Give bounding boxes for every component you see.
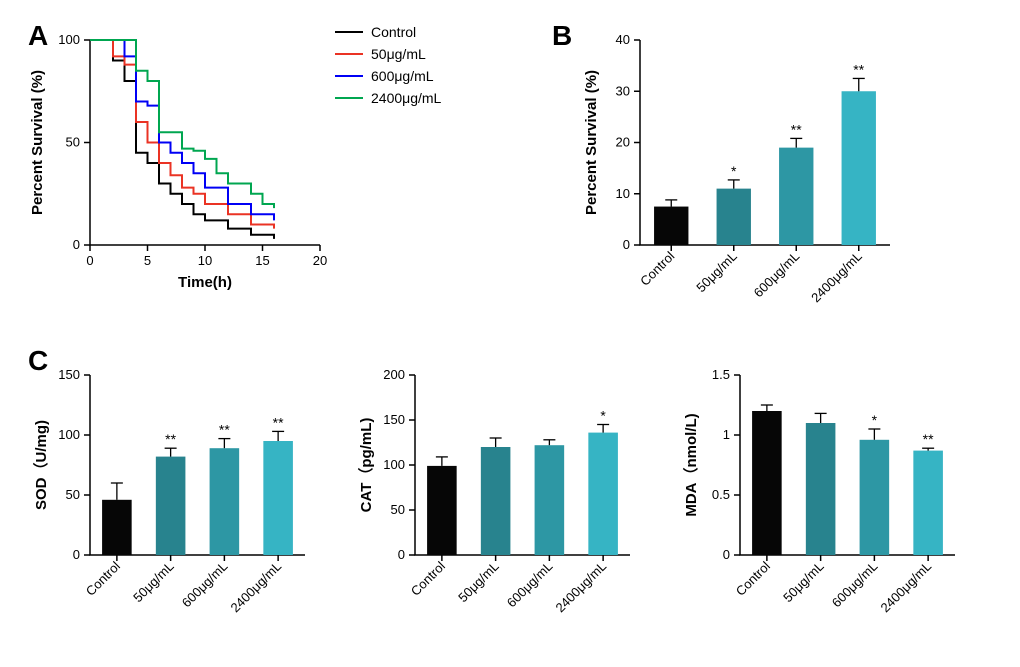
svg-text:**: **: [219, 422, 230, 438]
svg-text:50μg/mL: 50μg/mL: [371, 46, 426, 62]
svg-text:150: 150: [58, 367, 80, 382]
svg-text:**: **: [273, 414, 284, 430]
svg-text:50: 50: [66, 135, 80, 150]
svg-text:Control: Control: [83, 558, 123, 598]
svg-text:1: 1: [723, 427, 730, 442]
svg-text:100: 100: [58, 32, 80, 47]
svg-text:**: **: [923, 431, 934, 447]
svg-text:2400μg/mL: 2400μg/mL: [877, 559, 934, 616]
svg-text:**: **: [165, 431, 176, 447]
svg-text:600μg/mL: 600μg/mL: [829, 559, 881, 611]
svg-text:1.5: 1.5: [712, 367, 730, 382]
svg-text:0: 0: [86, 253, 93, 268]
svg-text:10: 10: [616, 186, 630, 201]
svg-text:150: 150: [383, 412, 405, 427]
svg-text:CAT（pg/mL): CAT（pg/mL): [357, 418, 375, 513]
svg-text:*: *: [600, 408, 606, 424]
svg-text:50μg/mL: 50μg/mL: [130, 559, 177, 606]
chart-canvas: 05101520050100Time(h)Percent Survival (%…: [0, 0, 1020, 667]
svg-text:Control: Control: [733, 558, 773, 598]
svg-text:Percent Survival (%): Percent Survival (%): [583, 70, 600, 215]
svg-text:2400μg/mL: 2400μg/mL: [808, 249, 865, 306]
svg-text:50μg/mL: 50μg/mL: [693, 249, 740, 296]
svg-text:100: 100: [383, 457, 405, 472]
svg-text:50μg/mL: 50μg/mL: [780, 559, 827, 606]
svg-text:50μg/mL: 50μg/mL: [455, 559, 502, 606]
svg-text:0.5: 0.5: [712, 487, 730, 502]
svg-text:10: 10: [198, 253, 212, 268]
svg-text:*: *: [731, 163, 737, 179]
svg-text:SOD（U/mg): SOD（U/mg): [32, 420, 50, 510]
svg-text:Control: Control: [408, 558, 448, 598]
svg-text:600μg/mL: 600μg/mL: [371, 68, 434, 84]
svg-text:**: **: [853, 61, 864, 77]
svg-text:5: 5: [144, 253, 151, 268]
svg-text:20: 20: [313, 253, 327, 268]
svg-text:200: 200: [383, 367, 405, 382]
svg-text:50: 50: [391, 502, 405, 517]
svg-text:50: 50: [66, 487, 80, 502]
svg-text:30: 30: [616, 83, 630, 98]
svg-text:2400μg/mL: 2400μg/mL: [227, 559, 284, 616]
svg-text:Percent Survival (%): Percent Survival (%): [29, 70, 46, 215]
svg-text:0: 0: [73, 547, 80, 562]
figure-root: A B C 05101520050100Time(h)Percent Survi…: [0, 0, 1020, 667]
svg-text:MDA（nmol/L): MDA（nmol/L): [682, 413, 700, 516]
svg-text:2400μg/mL: 2400μg/mL: [371, 90, 442, 106]
svg-text:2400μg/mL: 2400μg/mL: [552, 559, 609, 616]
svg-text:**: **: [791, 121, 802, 137]
svg-text:600μg/mL: 600μg/mL: [504, 559, 556, 611]
svg-text:15: 15: [255, 253, 269, 268]
svg-text:Time(h): Time(h): [178, 274, 232, 291]
svg-text:0: 0: [623, 237, 630, 252]
svg-text:20: 20: [616, 135, 630, 150]
svg-text:*: *: [872, 412, 878, 428]
svg-text:600μg/mL: 600μg/mL: [751, 249, 803, 301]
svg-text:40: 40: [616, 32, 630, 47]
svg-text:Control: Control: [637, 248, 677, 288]
svg-text:600μg/mL: 600μg/mL: [179, 559, 231, 611]
svg-text:0: 0: [723, 547, 730, 562]
svg-text:0: 0: [398, 547, 405, 562]
svg-text:100: 100: [58, 427, 80, 442]
svg-text:Control: Control: [371, 24, 416, 40]
svg-text:0: 0: [73, 237, 80, 252]
